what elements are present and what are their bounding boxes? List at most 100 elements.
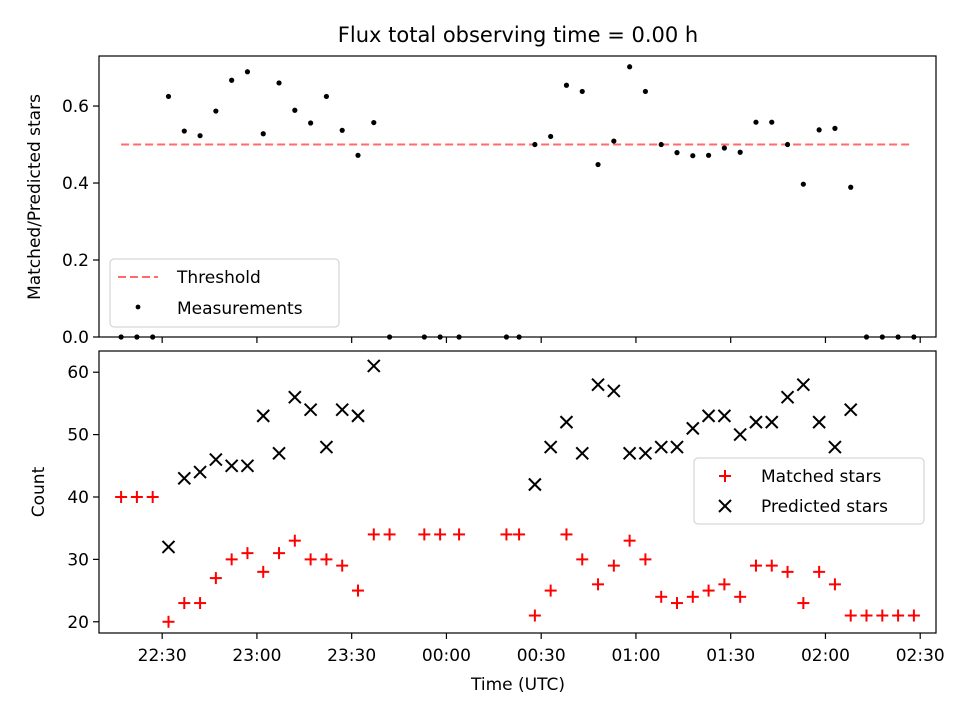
measurement-point: [134, 334, 140, 340]
predicted-star-point: [780, 390, 795, 404]
matched-star-point: [162, 615, 175, 628]
matched-star-point: [115, 490, 128, 503]
measurement-point: [421, 334, 427, 340]
predicted-star-point: [765, 415, 779, 429]
ratio-y-tick-label: 0.6: [62, 97, 89, 117]
matched-legend-label: Matched stars: [761, 467, 881, 487]
predicted-star-point: [240, 459, 255, 473]
matched-star-point: [607, 559, 620, 572]
predicted-star-point: [812, 415, 826, 429]
predicted-star-point: [701, 409, 716, 423]
matched-star-point: [560, 528, 573, 541]
predicted-star-point: [591, 377, 605, 392]
matched-star-point: [765, 559, 778, 572]
matched-star-point: [146, 490, 159, 503]
predicted-star-point: [209, 452, 223, 467]
count-x-tick-label: 23:00: [232, 646, 281, 666]
matched-star-point: [320, 553, 333, 566]
measurement-point: [118, 334, 124, 340]
measurement-point: [456, 334, 462, 340]
count-y-tick-label: 50: [67, 426, 89, 446]
predicted-star-point: [288, 390, 302, 404]
matched-star-point: [528, 609, 541, 622]
predicted-star-point: [844, 402, 858, 417]
matched-star-point: [797, 597, 810, 610]
matched-star-point: [813, 565, 826, 578]
count-panel: Count Time (UTC) 20 30 40 50 60 22:30 23:00 23…: [29, 350, 945, 695]
predicted-star-point: [796, 377, 811, 392]
matched-star-point: [383, 528, 396, 541]
predicted-star-point: [528, 477, 542, 492]
measurement-point: [323, 93, 330, 100]
predicted-star-point: [670, 440, 684, 454]
count-x-tick-label: 01:00: [611, 646, 660, 666]
predicted-star-point: [543, 440, 558, 454]
measurement-point: [213, 108, 219, 114]
predicted-star-point: [177, 471, 191, 485]
measurement-point: [579, 88, 585, 95]
count-y-tick-label: 40: [67, 488, 89, 508]
ratio-y-tick-label: 0.4: [62, 174, 89, 194]
measurement-point: [548, 133, 554, 140]
matched-star-point: [130, 490, 143, 503]
matched-star-point: [671, 597, 684, 610]
predicted-star-point: [638, 446, 653, 461]
ratio-legend-box: [109, 258, 340, 328]
matched-star-point: [623, 534, 636, 547]
ratio-y-tick-label: 0.2: [62, 251, 89, 271]
measurement-point: [879, 334, 885, 340]
predicted-star-point: [559, 415, 574, 429]
measurement-point: [658, 141, 664, 148]
matched-star-point: [513, 528, 526, 541]
predicted-star-point: [303, 402, 318, 417]
matched-star-point: [686, 590, 699, 603]
predicted-star-point: [733, 427, 747, 442]
matched-star-point: [544, 584, 557, 597]
measurement-point: [355, 152, 361, 158]
ratio-x-ticks: [161, 337, 921, 343]
matched-star-point: [351, 584, 364, 597]
matched-legend-marker: [719, 470, 731, 482]
matched-star-point: [592, 578, 605, 591]
matched-star-point: [907, 609, 920, 622]
matched-star-point: [288, 534, 301, 547]
measurement-point: [371, 119, 377, 126]
predicted-star-point: [749, 415, 763, 429]
matched-star-point: [860, 609, 873, 622]
ratio-legend: Threshold Measurements: [109, 258, 340, 328]
matched-star-point: [453, 528, 466, 541]
measurement-point: [292, 107, 298, 113]
count-legend: Matched stars Predicted stars: [693, 457, 925, 525]
matched-star-point: [844, 609, 857, 622]
matched-star-point: [576, 553, 589, 566]
predicted-star-point: [717, 409, 732, 423]
measurement-point: [197, 133, 203, 139]
count-axes-frame: [98, 350, 937, 634]
matched-star-point: [639, 553, 652, 566]
measurement-point: [229, 77, 235, 83]
count-x-axis-label: Time (UTC): [470, 675, 565, 695]
predicted-star-point: [272, 446, 286, 461]
matched-star-point: [418, 528, 431, 541]
measurement-point: [339, 127, 345, 133]
matched-star-point: [828, 578, 841, 591]
count-x-tick-label: 01:30: [706, 646, 755, 666]
matched-star-point: [434, 528, 447, 541]
measurement-point: [895, 334, 901, 340]
matched-star-point: [304, 553, 317, 566]
count-legend-box: [693, 457, 925, 525]
count-x-ticks: 22:30 23:00 23:30 00:00 00:30 01:00 01:30 02:00…: [138, 633, 945, 666]
matched-star-point: [734, 590, 747, 603]
matched-star-point: [273, 547, 286, 560]
ratio-y-axis-label: Matched/Predicted stars: [25, 94, 45, 300]
measurement-point: [611, 138, 617, 144]
predicted-star-point: [319, 440, 334, 454]
measurement-point: [690, 153, 696, 159]
measurement-point: [532, 141, 538, 148]
measurement-point: [911, 334, 917, 340]
count-plot-area: [115, 359, 920, 628]
measurement-point: [595, 161, 601, 168]
ratio-panel: Matched/Predicted stars 0.0 0.2 0.4 0.6 Thr…: [25, 55, 937, 348]
measurement-point: [816, 127, 822, 133]
